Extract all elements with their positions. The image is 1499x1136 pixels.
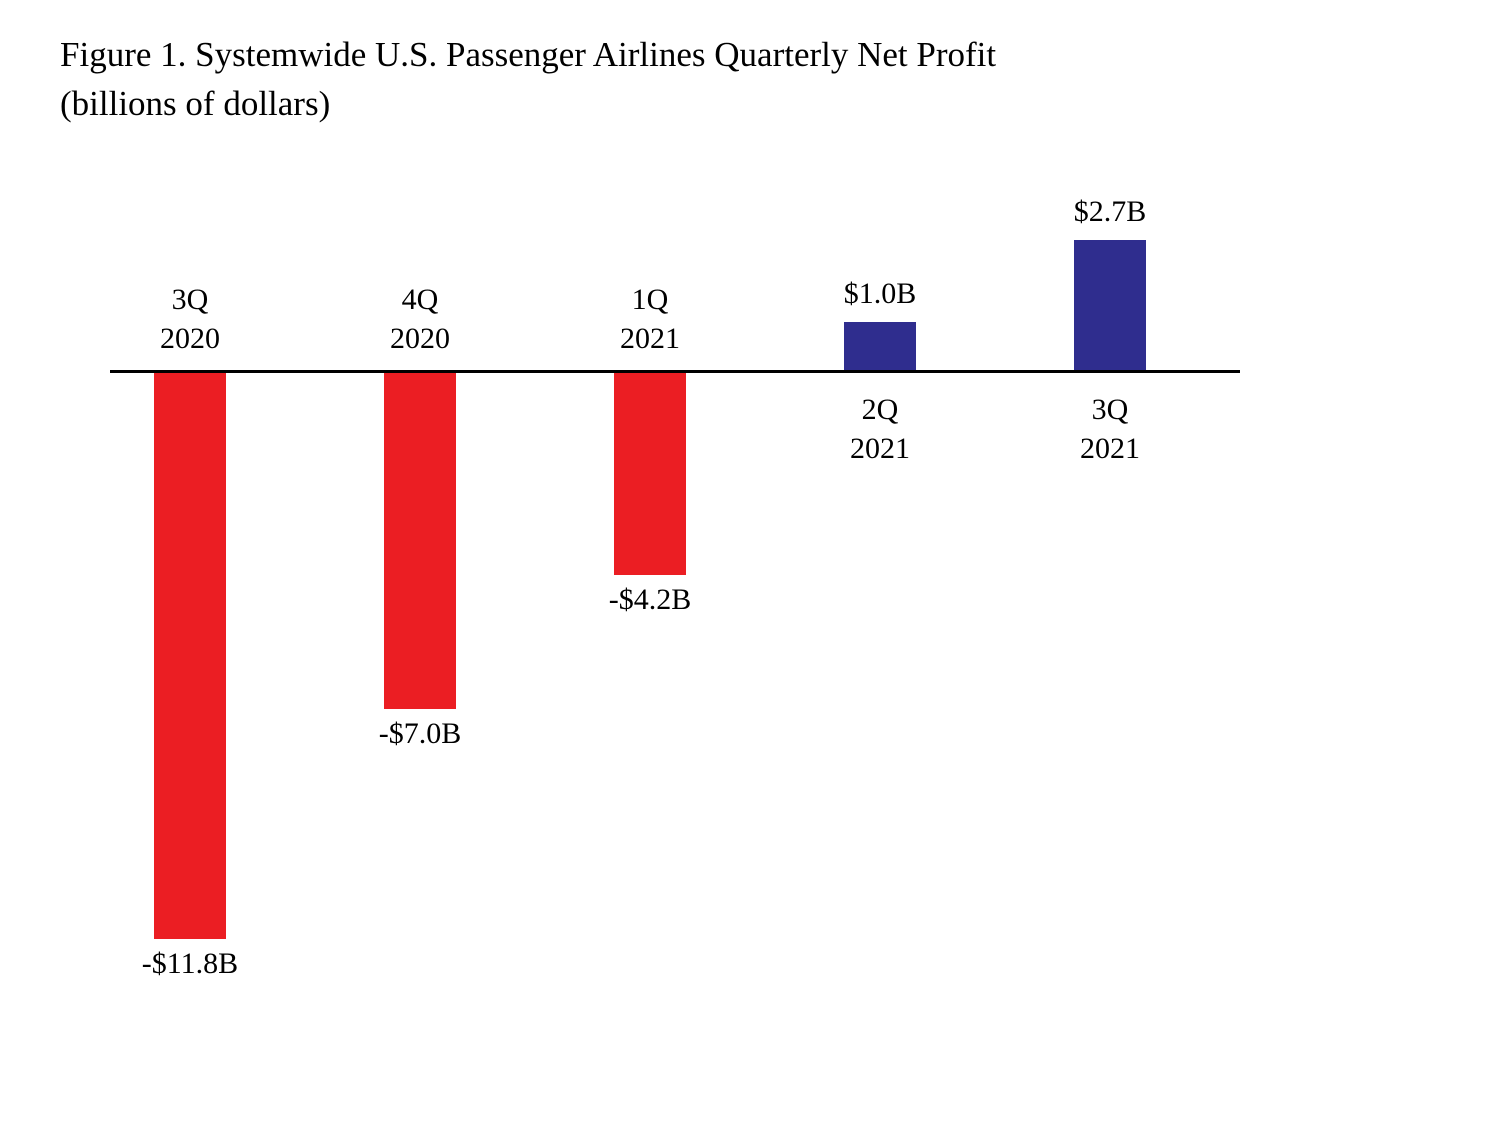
chart-title: Figure 1. Systemwide U.S. Passenger Airl… (60, 30, 996, 128)
category-label-line2: 2021 (1040, 429, 1180, 468)
bar (384, 373, 456, 709)
value-label: $1.0B (800, 277, 960, 311)
category-label-line1: 4Q (350, 280, 490, 319)
category-label: 2Q2021 (810, 390, 950, 468)
category-label-line1: 2Q (810, 390, 950, 429)
category-label-line2: 2020 (350, 319, 490, 358)
category-label-line1: 3Q (1040, 390, 1180, 429)
bar (844, 322, 916, 370)
value-label: $2.7B (1030, 195, 1190, 229)
value-label: -$7.0B (340, 717, 500, 751)
category-label: 4Q2020 (350, 280, 490, 358)
category-label-line1: 3Q (120, 280, 260, 319)
bar (154, 373, 226, 939)
value-label: -$11.8B (110, 947, 270, 981)
value-label: -$4.2B (570, 583, 730, 617)
category-label: 1Q2021 (580, 280, 720, 358)
category-label: 3Q2020 (120, 280, 260, 358)
category-label: 3Q2021 (1040, 390, 1180, 468)
category-label-line2: 2021 (580, 319, 720, 358)
category-label-line2: 2020 (120, 319, 260, 358)
chart-title-line2: (billions of dollars) (60, 84, 330, 123)
chart-title-line1: Figure 1. Systemwide U.S. Passenger Airl… (60, 35, 996, 74)
category-label-line2: 2021 (810, 429, 950, 468)
bar (1074, 240, 1146, 370)
category-label-line1: 1Q (580, 280, 720, 319)
bar (614, 373, 686, 575)
chart-area: 3Q2020-$11.8B4Q2020-$7.0B1Q2021-$4.2B2Q2… (60, 170, 1260, 1050)
